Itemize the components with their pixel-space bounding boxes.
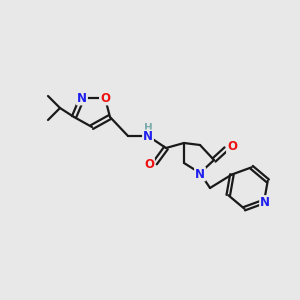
Text: N: N xyxy=(143,130,153,143)
Text: O: O xyxy=(100,92,110,104)
Text: H: H xyxy=(144,123,152,133)
Text: N: N xyxy=(77,92,87,104)
Text: N: N xyxy=(260,196,270,209)
Text: O: O xyxy=(144,158,154,172)
Text: O: O xyxy=(227,140,237,154)
Text: N: N xyxy=(195,167,205,181)
